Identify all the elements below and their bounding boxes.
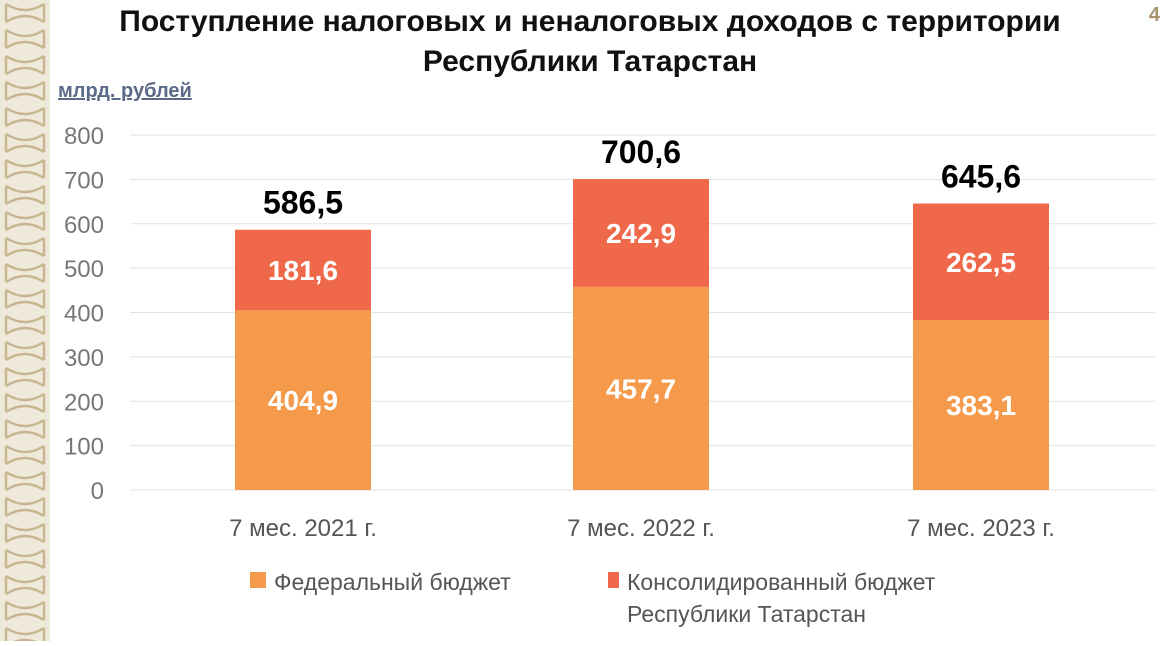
legend-swatch-regional: [608, 572, 620, 588]
data-label: 457,7: [606, 373, 676, 404]
total-label: 586,5: [263, 185, 343, 221]
y-tick-label: 300: [64, 345, 104, 372]
legend-item-federal: Федеральный бюджет: [250, 566, 511, 598]
y-tick-label: 600: [64, 212, 104, 239]
ornament-segment: [4, 28, 46, 50]
page-number: 4: [1148, 4, 1160, 26]
data-label: 383,1: [946, 390, 1016, 421]
ornament-segment: [4, 444, 46, 466]
decorative-border: [0, 0, 50, 646]
ornament-segment: [4, 54, 46, 76]
ornament-segment: [4, 340, 46, 362]
ornament-segment: [4, 366, 46, 388]
bar-regional: [913, 203, 1049, 320]
data-label: 262,5: [946, 247, 1016, 278]
y-tick-label: 100: [64, 434, 104, 461]
ornament-segment: [4, 288, 46, 310]
ornament-segment: [4, 184, 46, 206]
ornament-segment: [4, 80, 46, 102]
y-tick-label: 0: [91, 478, 104, 505]
legend-swatch-federal: [250, 572, 266, 588]
legend: Федеральный бюджет Консолидированный бюд…: [250, 566, 1050, 636]
legend-label-regional: Консолидированный бюджет Республики Тата…: [627, 569, 936, 627]
bar-regional: [573, 179, 709, 287]
ornament-segment: [4, 522, 46, 544]
total-label: 645,6: [941, 159, 1021, 195]
ornament-segment: [4, 626, 46, 646]
y-tick-label: 200: [64, 389, 104, 416]
total-label: 700,6: [601, 134, 681, 170]
ornament-pattern: [4, 2, 46, 646]
y-tick-label: 800: [64, 123, 104, 150]
bar-federal: [235, 310, 371, 490]
ornament-segment: [4, 600, 46, 622]
chart-title: Поступление налоговых и неналоговых дохо…: [119, 5, 1061, 78]
data-label: 181,6: [268, 255, 338, 286]
ornament-segment: [4, 210, 46, 232]
bar-federal: [913, 319, 1049, 490]
y-tick-label: 400: [64, 301, 104, 328]
ornament-segment: [4, 236, 46, 258]
ornament-segment: [4, 496, 46, 518]
stacked-bar-chart: 0 100 200 300 400 500 600 700 800 404,9 181,6 586,5…: [64, 123, 1155, 542]
ornament-segment: [4, 418, 46, 440]
y-tick-label: 500: [64, 256, 104, 283]
ornament-segment: [4, 132, 46, 154]
ornament-segment: [4, 106, 46, 128]
ornament-segment: [4, 392, 46, 414]
y-tick-label: 700: [64, 167, 104, 194]
x-tick-label: 7 мес. 2022 г.: [567, 515, 715, 542]
ornament-segment: [4, 548, 46, 570]
ornament-segment: [4, 158, 46, 180]
data-label: 242,9: [606, 218, 676, 249]
ornament-segment: [4, 262, 46, 284]
data-label: 404,9: [268, 385, 338, 416]
ornament-segment: [4, 314, 46, 336]
ornament-segment: [4, 2, 46, 24]
legend-item-regional: Консолидированный бюджет Республики Тата…: [608, 566, 1008, 630]
ornament-segment: [4, 470, 46, 492]
legend-label-federal: Федеральный бюджет: [274, 569, 511, 595]
x-tick-label: 7 мес. 2021 г.: [229, 515, 377, 542]
bar-regional: [235, 229, 371, 311]
ornament-segment: [4, 574, 46, 596]
unit-label: млрд. рублей: [58, 80, 192, 102]
bar-federal: [573, 286, 709, 490]
x-tick-label: 7 мес. 2023 г.: [907, 515, 1055, 542]
